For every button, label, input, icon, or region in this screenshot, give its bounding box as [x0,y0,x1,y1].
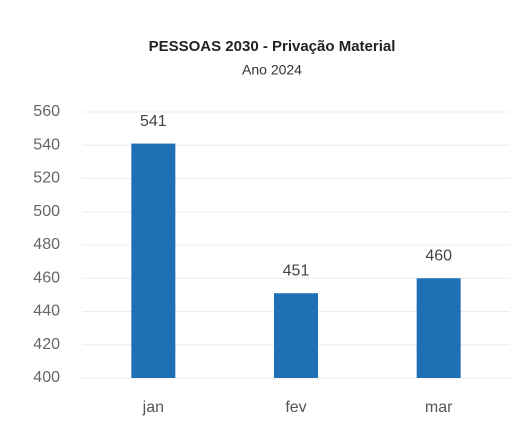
data-label: 541 [140,113,167,130]
x-tick-label: mar [425,399,453,416]
x-tick-label: fev [285,399,306,416]
y-tick-label: 400 [33,369,60,386]
chart-subtitle: Ano 2024 [242,62,302,78]
bar [416,278,461,378]
y-tick-label: 540 [33,136,60,153]
x-tick-label: jan [142,399,164,416]
y-tick-label: 420 [33,336,60,353]
y-tick-label: 440 [33,303,60,320]
chart-title: PESSOAS 2030 - Privação Material [149,38,396,55]
data-label: 460 [425,247,452,264]
bar [131,143,176,378]
y-tick-label: 560 [33,103,60,120]
y-tick-label: 480 [33,236,60,253]
bar [274,293,318,378]
data-label: 451 [283,262,310,279]
y-tick-label: 460 [33,269,60,286]
y-tick-label: 520 [33,170,60,187]
y-tick-label: 500 [33,203,60,220]
